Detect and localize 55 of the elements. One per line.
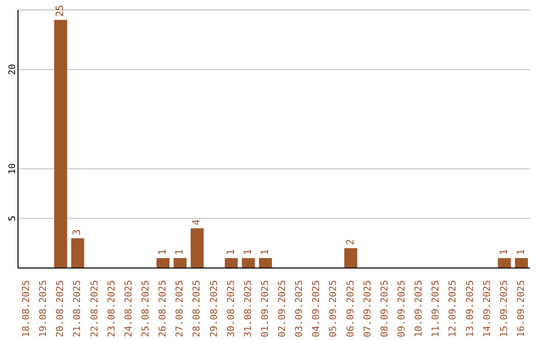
- x-tick-label: 28.08.2025: [192, 280, 203, 338]
- x-tick-label: 01.09.2025: [260, 280, 271, 338]
- bar: [174, 258, 187, 268]
- data-label: 1: [174, 249, 186, 256]
- x-tick-label: 11.09.2025: [430, 280, 442, 338]
- data-label: 2: [345, 239, 356, 246]
- data-label: 1: [260, 249, 271, 256]
- x-tick-label: 29.08.2025: [208, 280, 220, 338]
- x-tick-label: 27.08.2025: [174, 280, 186, 338]
- x-tick-label: 05.09.2025: [328, 280, 340, 338]
- x-tick-label: 18.08.2025: [21, 280, 32, 338]
- x-tick-label: 04.09.2025: [311, 280, 322, 338]
- x-tick-label: 26.08.2025: [158, 280, 169, 338]
- bar: [190, 228, 204, 268]
- data-label: 3: [72, 229, 84, 236]
- x-tick-label: 07.09.2025: [362, 280, 374, 338]
- data-label: 1: [516, 249, 527, 256]
- x-tick-label: 20.08.2025: [55, 280, 66, 338]
- x-tick-label: 22.08.2025: [89, 280, 100, 338]
- x-tick-label: 24.08.2025: [123, 280, 134, 338]
- x-tick-label: 08.09.2025: [379, 280, 390, 338]
- data-label: 4: [192, 219, 203, 226]
- bar: [498, 258, 511, 268]
- x-tick-label: 02.09.2025: [277, 280, 288, 338]
- bar: [258, 258, 272, 268]
- x-tick-label: 12.09.2025: [448, 280, 459, 338]
- x-tick-label: 10.09.2025: [414, 280, 425, 338]
- bar: [344, 248, 358, 268]
- bar: [71, 238, 84, 268]
- x-tick-label: 31.08.2025: [242, 280, 254, 338]
- bar: [156, 258, 170, 268]
- y-tick-label: 10: [8, 163, 18, 174]
- y-tick-label: 5: [8, 216, 18, 222]
- data-label: 1: [242, 249, 254, 256]
- bar: [514, 258, 528, 268]
- x-tick-label: 23.08.2025: [106, 280, 118, 338]
- x-tick-label: 09.09.2025: [396, 280, 408, 338]
- x-tick-label: 03.09.2025: [294, 280, 306, 338]
- y-tick-label: 20: [8, 64, 18, 75]
- x-tick-label: 16.09.2025: [516, 280, 527, 338]
- data-label: 1: [158, 249, 169, 256]
- data-label: 25: [55, 4, 66, 17]
- x-tick-label: 06.09.2025: [345, 280, 356, 338]
- x-tick-label: 15.09.2025: [498, 280, 510, 338]
- bar: [224, 258, 238, 268]
- data-label: 1: [498, 249, 510, 256]
- bar: [54, 20, 68, 268]
- x-tick-label: 13.09.2025: [464, 280, 476, 338]
- x-tick-label: 25.08.2025: [140, 280, 152, 338]
- bar: [242, 258, 255, 268]
- x-tick-label: 30.08.2025: [226, 280, 237, 338]
- x-tick-label: 14.09.2025: [482, 280, 493, 338]
- x-tick-label: 21.08.2025: [72, 280, 84, 338]
- x-tick-label: 19.08.2025: [38, 280, 50, 338]
- data-label: 1: [226, 249, 237, 256]
